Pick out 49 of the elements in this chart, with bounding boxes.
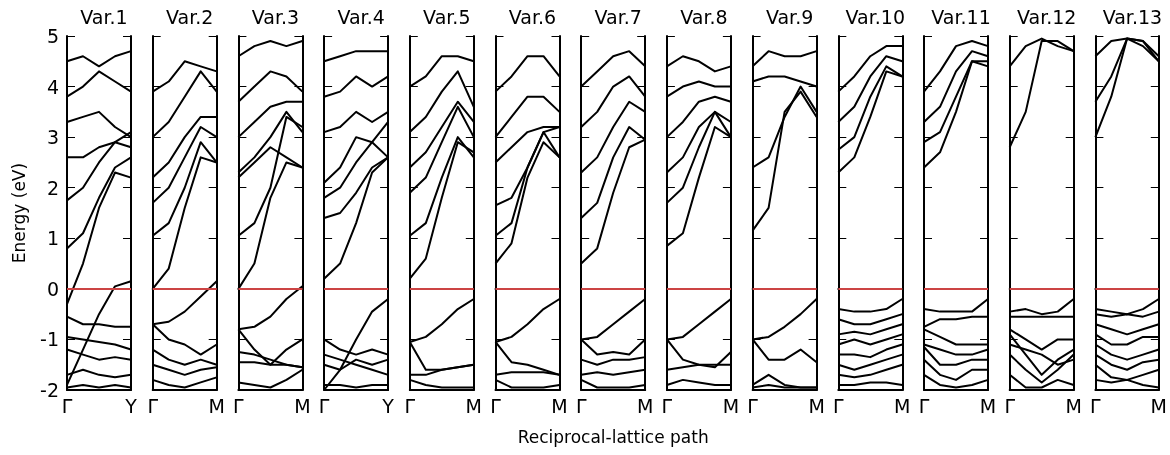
y-tick-label: -2	[40, 379, 59, 401]
x-tick-label: M	[294, 394, 311, 417]
x-tick-label: M	[1065, 394, 1082, 417]
x-tick-label: Γ	[147, 394, 159, 417]
x-tick-label: Γ	[747, 394, 759, 417]
chart-title: Var.10	[845, 5, 906, 28]
x-tick-label: M	[979, 394, 997, 417]
x-tick-label: Γ	[575, 394, 587, 417]
x-tick-label: Γ	[1090, 394, 1102, 417]
chart-title: Var.4	[337, 5, 385, 28]
x-tick-label: Γ	[833, 394, 844, 417]
chart-title: Var.3	[251, 5, 300, 28]
y-tick-label: 3	[46, 126, 59, 149]
y-tick-label: 0	[46, 277, 59, 300]
x-tick-label: Γ	[404, 394, 416, 417]
x-axis-title: Reciprocal-lattice path	[517, 426, 709, 447]
x-tick-label: Γ	[490, 394, 502, 417]
x-tick-label: Y	[381, 394, 395, 417]
chart-title: Var.5	[423, 5, 471, 28]
x-tick-label: Γ	[918, 394, 930, 417]
x-tick-label: Γ	[1004, 394, 1016, 417]
x-tick-label: M	[551, 394, 568, 417]
x-tick-label: M	[637, 394, 654, 417]
y-axis-title: Energy (eV)	[8, 162, 29, 264]
x-tick-label: Γ	[233, 394, 245, 417]
chart-title: Var.11	[931, 5, 991, 28]
chart-title: Var.1	[80, 5, 128, 28]
y-tick-label: 5	[46, 25, 59, 47]
y-tick-label: -1	[40, 328, 59, 351]
x-tick-label: M	[894, 394, 911, 417]
chart-title: Var.13	[1102, 5, 1163, 28]
chart-title: Var.9	[765, 5, 814, 28]
chart-title: Var.12	[1016, 5, 1077, 28]
x-tick-label: Γ	[318, 394, 330, 417]
chart-title: Var.6	[508, 5, 557, 28]
y-tick-label: 1	[46, 227, 59, 250]
x-tick-label: M	[1150, 394, 1168, 417]
chart-title: Var.8	[680, 5, 728, 28]
x-tick-label: M	[808, 394, 825, 417]
y-tick-label: 4	[46, 75, 59, 98]
chart-title: Var.2	[166, 5, 214, 28]
x-tick-label: M	[208, 394, 225, 417]
x-tick-label: Y	[124, 394, 138, 417]
chart-title: Var.7	[594, 5, 642, 28]
y-tick-label: 2	[46, 176, 59, 199]
x-tick-label: Γ	[61, 394, 73, 417]
x-tick-label: Γ	[661, 394, 673, 417]
x-tick-label: M	[465, 394, 482, 417]
x-tick-label: M	[722, 394, 740, 417]
